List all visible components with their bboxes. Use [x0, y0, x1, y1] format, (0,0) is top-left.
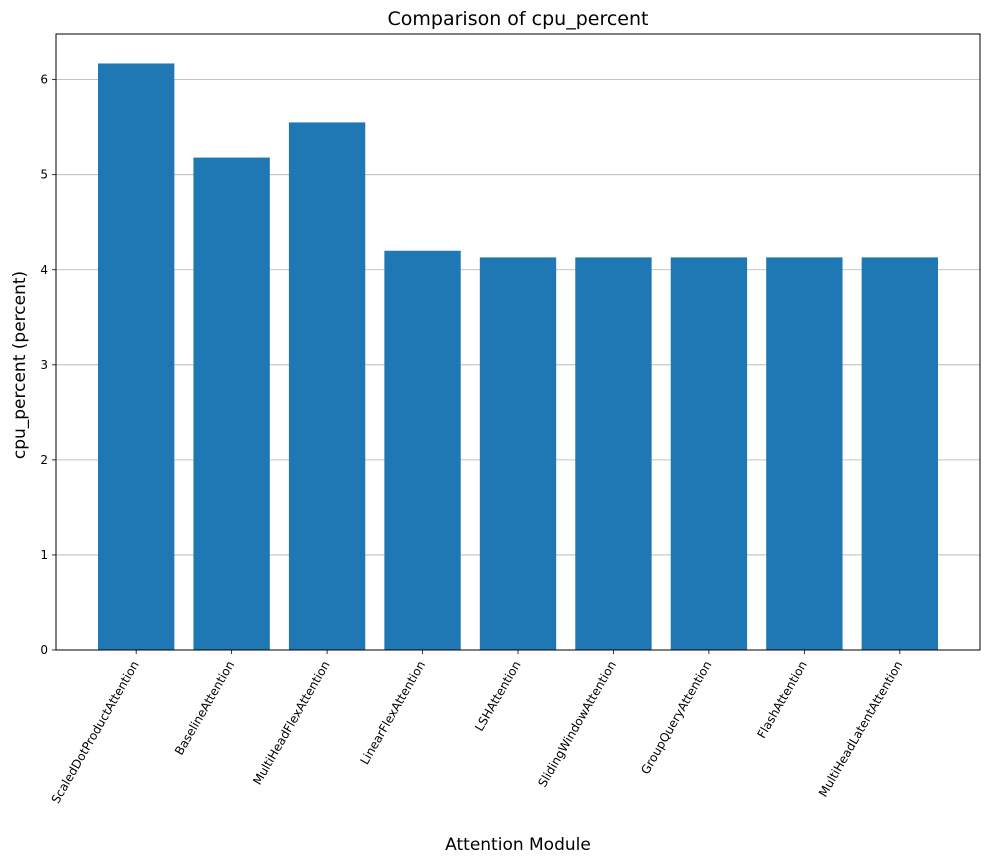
y-tick-label: 3: [40, 358, 48, 372]
bar-SlidingWindowAttention: [575, 257, 652, 650]
x-tick-label: LinearFlexAttention: [357, 659, 428, 767]
x-tick-label: SlidingWindowAttention: [535, 659, 619, 790]
x-axis-label: Attention Module: [445, 835, 591, 855]
x-tick-label: GroupQueryAttention: [638, 659, 714, 777]
chart-title: Comparison of cpu_percent: [388, 8, 649, 30]
y-tick-label: 2: [40, 453, 48, 467]
x-axis-ticks: ScaledDotProductAttention BaselineAttenti…: [49, 650, 905, 806]
bar-LinearFlexAttention: [384, 250, 461, 651]
bar-LSHAttention: [479, 257, 557, 650]
y-tick-label: 1: [40, 548, 48, 562]
x-tick-label: LSHAttention: [472, 659, 523, 734]
x-tick-label: BaselineAttention: [172, 659, 237, 758]
x-tick-label: MultiHeadFlexAttention: [250, 659, 332, 788]
bar-FlashAttention: [766, 257, 843, 650]
y-tick-label: 6: [40, 73, 48, 87]
x-tick-label: ScaledDotProductAttention: [49, 659, 142, 806]
y-tick-label: 4: [40, 263, 48, 277]
y-axis-label: cpu_percent (percent): [10, 271, 30, 459]
bar-BaselineAttention: [193, 157, 270, 650]
bars: [98, 63, 938, 651]
y-tick-label: 0: [40, 643, 48, 657]
bar-ScaledDotProductAttention: [98, 63, 175, 651]
y-axis-ticks: 0 1 2 3 4 5 6: [40, 73, 56, 657]
x-tick-label: MultiHeadLatentAttention: [816, 659, 905, 800]
bar-GroupQueryAttention: [670, 257, 748, 650]
y-tick-label: 5: [40, 168, 48, 182]
bar-MultiHeadFlexAttention: [288, 122, 366, 650]
bar-MultiHeadLatentAttention: [861, 257, 938, 650]
x-tick-label: FlashAttention: [754, 659, 810, 741]
